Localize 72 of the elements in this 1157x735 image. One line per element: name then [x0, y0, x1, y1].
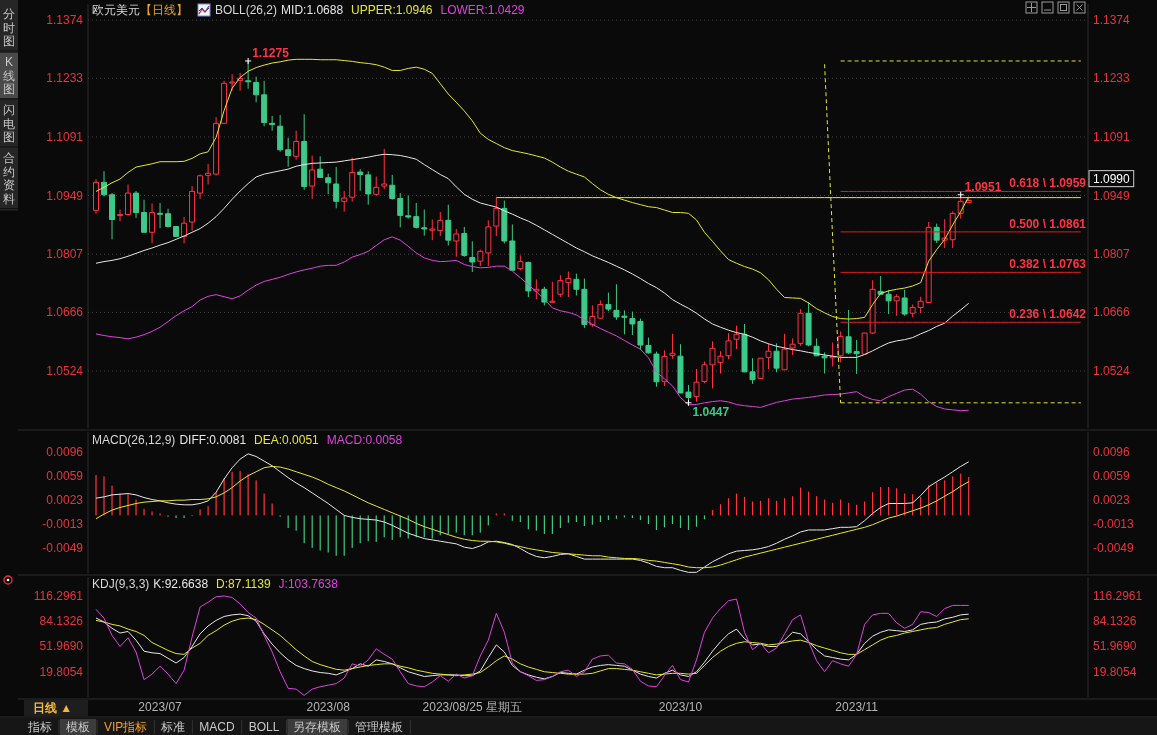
x-tick-label: 2023/10 [658, 700, 703, 714]
y2-tick-label: 0.0023 [1093, 493, 1131, 508]
y-tick-label: 51.9690 [39, 639, 84, 654]
text: BOLL [248, 720, 280, 734]
y-tick-label: 116.2961 [33, 588, 84, 603]
y2-tick-label: 51.9690 [1093, 639, 1137, 654]
legend-title: MACD(26,12,9) [92, 433, 176, 447]
y-tick-label: 1.1233 [46, 71, 84, 86]
y2-tick-label: 84.1326 [1093, 614, 1137, 629]
annotation: 0.618 \ 1.0959 [1009, 176, 1087, 191]
y2-tick-label: -0.0013 [1093, 517, 1135, 532]
y-tick-label: 1.0524 [46, 364, 84, 379]
text: 管理模板 [355, 720, 404, 734]
annotation: 0.500 \ 1.0861 [1009, 216, 1087, 231]
text: VIP指标 [104, 720, 148, 734]
y-tick-label: -0.0013 [42, 517, 84, 532]
text: 合约资料 [3, 151, 15, 206]
y-tick-label: 0.0059 [46, 469, 84, 484]
y-tick-label: 0.0023 [46, 493, 84, 508]
text: UPPER:1.0946 [351, 3, 433, 17]
series-label: DIFF:0.0081 [179, 433, 247, 447]
text: D:87.1139 [216, 577, 271, 591]
text: MACD [199, 720, 236, 734]
x-tick-label: 2023/08/25 星期五 [422, 700, 523, 714]
chart-subtitle: 【日线】 [140, 3, 188, 17]
y2-tick-label: 0.0096 [1093, 444, 1131, 459]
y-tick-label: 1.1091 [46, 129, 84, 144]
y2-tick-label: 19.8054 [1093, 664, 1137, 679]
y-tick-label: 84.1326 [39, 614, 84, 629]
y-tick-label: 1.1374 [46, 13, 84, 28]
text: MID:1.0688 [281, 3, 344, 17]
annotation: 1.0447 [692, 404, 730, 419]
y2-tick-label: 1.1091 [1093, 129, 1131, 144]
y2-tick-label: 1.0990 [1093, 171, 1131, 186]
x-tick-label: 2023/11 [835, 700, 879, 714]
y2-tick-label: 0.0059 [1093, 469, 1131, 484]
text: 日线 ▲ [33, 701, 73, 715]
text: 标准 [160, 720, 186, 734]
legend-title: BOLL(26,2) [215, 3, 278, 17]
y2-tick-label: 116.2961 [1093, 588, 1143, 603]
x-tick-label: 2023/07 [138, 700, 183, 714]
y-tick-label: -0.0049 [42, 540, 84, 555]
y-tick-label: 0.0096 [46, 444, 84, 459]
text: 闪电图 [3, 103, 15, 144]
y2-tick-label: 1.0949 [1093, 188, 1131, 203]
annotation: 1.1275 [252, 45, 290, 60]
series-label: DEA:0.0051 [254, 433, 320, 447]
y-tick-label: 1.0807 [46, 247, 84, 262]
annotation: MACD:0.0058 [326, 433, 403, 447]
y2-tick-label: 1.0666 [1093, 305, 1131, 320]
y2-tick-label: -0.0049 [1093, 540, 1135, 555]
annotation: 0.236 \ 1.0642 [1009, 307, 1087, 322]
text: K:92.6638 [153, 577, 209, 591]
annotation: 0.382 \ 1.0763 [1009, 257, 1087, 272]
x-tick-label: 2023/08 [306, 700, 351, 714]
y-tick-label: 1.0949 [46, 188, 84, 203]
y2-tick-label: 1.1374 [1093, 13, 1131, 28]
text: 另存模板 [293, 720, 342, 734]
text: K线图 [3, 55, 15, 96]
text: LOWER:1.0429 [440, 3, 525, 17]
chart-title: 欧元美元 [92, 3, 140, 17]
y2-tick-label: 1.0524 [1093, 364, 1131, 379]
text: 指标 [27, 720, 52, 734]
y2-tick-label: 1.1233 [1093, 71, 1131, 86]
legend-title: KDJ(9,3,3) [92, 577, 150, 591]
y-tick-label: 19.8054 [39, 664, 84, 679]
y-tick-label: 1.0666 [46, 305, 84, 320]
y2-tick-label: 1.0807 [1093, 247, 1131, 262]
text: 模板 [66, 720, 90, 734]
annotation: 1.0951 [964, 179, 1002, 194]
text: J:103.7638 [278, 577, 339, 591]
text: 分时图 [3, 7, 15, 48]
